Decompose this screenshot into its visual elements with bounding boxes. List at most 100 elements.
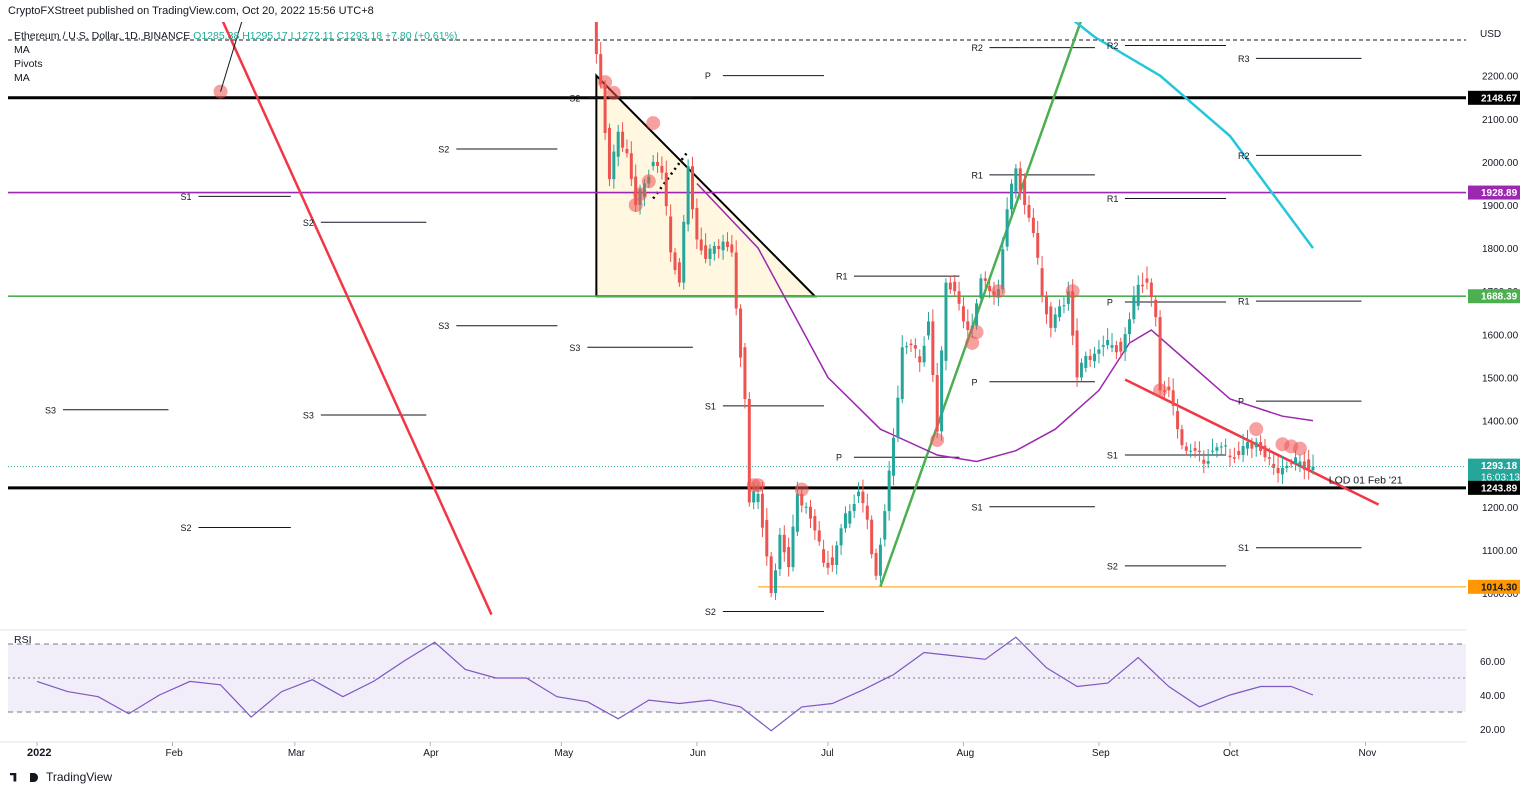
candle-body <box>1171 390 1175 406</box>
candle-body <box>695 208 699 240</box>
candle-body <box>708 248 712 259</box>
pivot-label-9: P <box>705 71 711 81</box>
candle-body <box>1158 317 1162 391</box>
candle-body <box>1193 448 1197 451</box>
price-tick-9: 1900.00 <box>1482 201 1519 212</box>
candle-body <box>848 511 852 524</box>
price-badge-2 <box>1468 289 1520 304</box>
touch-marker-1 <box>598 75 613 90</box>
pivot-label-14: R2 <box>971 43 983 53</box>
candle-body <box>887 470 891 512</box>
publish-info: CryptoFXStreet published on TradingView.… <box>8 5 374 17</box>
candle-body <box>1272 463 1276 468</box>
candle-body <box>1189 450 1193 452</box>
price-axis-label: USD <box>1480 29 1501 40</box>
candle-body <box>1058 306 1062 318</box>
candle-body <box>1289 463 1293 465</box>
candle-body <box>935 375 939 432</box>
price-tick-12: 2200.00 <box>1482 72 1519 83</box>
symbol-name[interactable]: Ethereum / U.S. Dollar, 1D, BINANCE <box>14 30 191 42</box>
candle-body <box>769 556 773 593</box>
rsi-line <box>36 636 1314 732</box>
time-tick-0: 2022 <box>27 747 51 759</box>
candle-body <box>760 493 764 528</box>
annotation-0: LOD 01 Feb '21 <box>1329 475 1403 487</box>
pivot-label-18: R2 <box>1107 41 1119 51</box>
price-tick-4: 1400.00 <box>1482 417 1519 428</box>
candle-body <box>1141 284 1145 287</box>
candle-body <box>1128 319 1131 335</box>
pivot-label-27: S1 <box>1238 543 1249 553</box>
ohlc-values: O1285.38 H1295.17 L1272.11 C1293.18 +7.8… <box>193 30 458 42</box>
candle-body <box>1149 282 1153 298</box>
candle-body <box>712 245 716 254</box>
rsi-tick-0: 20.00 <box>1480 725 1505 736</box>
price-badge-label-3: 1293.18 <box>1481 461 1518 472</box>
tradingview-logo-dot-icon <box>30 772 38 782</box>
candle-body <box>1027 205 1031 218</box>
candle-body <box>1136 284 1140 306</box>
touch-marker-2 <box>606 85 621 100</box>
price-tick-2: 1200.00 <box>1482 503 1519 514</box>
pivot-label-11: S2 <box>705 607 716 617</box>
candle-body <box>765 519 769 557</box>
candle-body <box>861 491 865 504</box>
pivot-label-15: R1 <box>971 170 983 180</box>
candle-body <box>1245 442 1249 449</box>
price-tick-8: 1800.00 <box>1482 244 1519 255</box>
indicator-pivots[interactable]: Pivots <box>14 58 43 70</box>
tradingview-brand[interactable]: TradingView <box>10 770 112 784</box>
time-tick-5: Jun <box>690 748 706 759</box>
candle-body <box>1276 467 1280 474</box>
candle-body <box>909 343 913 346</box>
candle-body <box>603 84 607 134</box>
candle-body <box>922 345 926 363</box>
candle-body <box>1049 306 1053 328</box>
candle-body <box>830 557 834 565</box>
candle-body <box>682 221 686 283</box>
candle-body <box>988 286 992 292</box>
candle-body <box>975 303 979 326</box>
pivot-label-6: S3 <box>438 321 449 331</box>
touch-marker-19 <box>1292 441 1307 456</box>
candle-body <box>878 544 882 576</box>
candle-body <box>621 131 625 148</box>
touch-marker-6 <box>646 116 661 131</box>
candle-body <box>656 161 660 166</box>
candle-body <box>1053 314 1057 328</box>
candle-body <box>822 549 826 563</box>
price-tick-5: 1500.00 <box>1482 373 1519 384</box>
candle-body <box>1232 457 1236 459</box>
pivot-label-3: S2 <box>180 523 191 533</box>
pivot-label-1: S2 <box>303 218 314 228</box>
time-tick-2: Mar <box>288 748 306 759</box>
candle-body <box>1066 291 1070 304</box>
price-badge-label-2: 1688.39 <box>1481 292 1518 303</box>
touch-marker-4 <box>633 187 648 202</box>
candle-body <box>1228 455 1232 458</box>
candle-body <box>791 526 795 568</box>
indicator-ma-1[interactable]: MA <box>14 44 30 56</box>
price-tick-11: 2100.00 <box>1482 115 1519 126</box>
candle-body <box>612 151 616 180</box>
candle-body <box>1018 168 1022 191</box>
indicator-ma-2[interactable]: MA <box>14 72 30 84</box>
time-tick-8: Sep <box>1092 748 1110 759</box>
candle-body <box>1014 168 1018 192</box>
candle-body <box>1267 457 1271 459</box>
rsi-label[interactable]: RSI <box>14 634 32 646</box>
candle-body <box>607 127 611 180</box>
pivot-label-13: P <box>836 453 842 463</box>
pivot-label-16: P <box>971 377 977 387</box>
candle-body <box>1071 291 1075 336</box>
dotted-breakout-line <box>652 150 690 200</box>
price-badge-label-4: 1243.89 <box>1481 483 1518 494</box>
candle-body <box>874 552 878 576</box>
candle-body <box>1263 445 1267 458</box>
candle-body <box>1294 457 1298 464</box>
candle-body <box>808 506 812 519</box>
rsi-tick-2: 60.00 <box>1480 657 1505 668</box>
touch-marker-8 <box>751 478 766 493</box>
price-tick-10: 2000.00 <box>1482 158 1519 169</box>
